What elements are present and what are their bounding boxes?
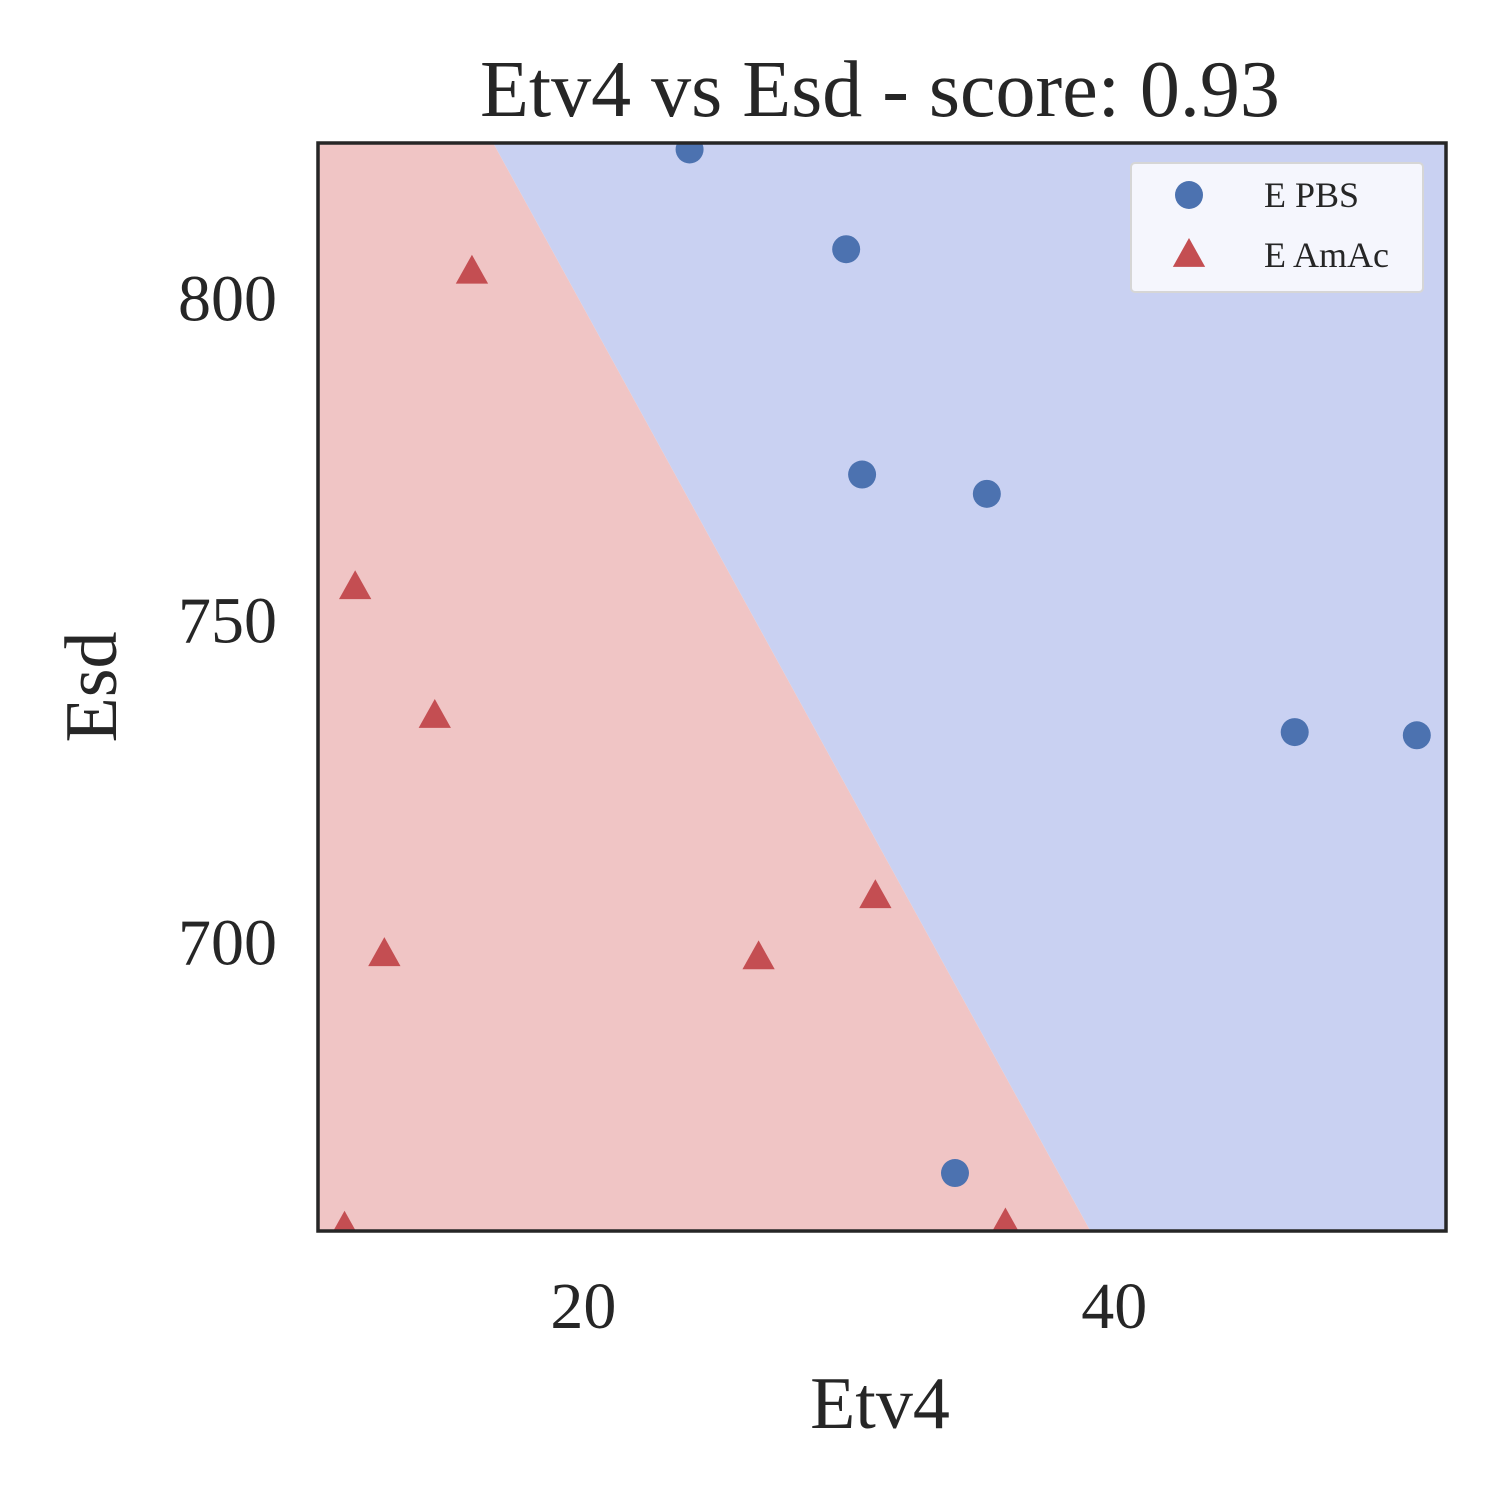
point-e-pbs-4 xyxy=(972,479,1001,508)
y-axis-ticks: 700 750 800 xyxy=(178,263,277,980)
point-e-amac-6 xyxy=(859,879,892,909)
legend-label-e-amac: E AmAc xyxy=(1264,235,1389,275)
scatter-points xyxy=(333,143,1431,1231)
legend-marker-e-amac xyxy=(1172,238,1206,267)
point-e-amac-1 xyxy=(455,254,489,284)
point-e-amac-8 xyxy=(333,1210,356,1231)
x-axis-label: Etv4 xyxy=(810,1363,950,1445)
point-e-pbs-3 xyxy=(848,460,877,489)
point-e-pbs-6 xyxy=(1280,718,1309,747)
legend-label-e-pbs: E PBS xyxy=(1264,175,1359,215)
x-axis-ticks: 20 40 xyxy=(550,1270,1147,1343)
legend: E PBS E AmAc xyxy=(1130,162,1424,293)
point-e-amac-4 xyxy=(368,937,401,967)
x-tick-label-40: 40 xyxy=(1081,1270,1147,1343)
legend-marker-e-pbs xyxy=(1175,181,1203,209)
y-tick-label-750: 750 xyxy=(178,584,277,657)
point-e-amac-2 xyxy=(339,570,372,600)
decision-region-e-pbs xyxy=(493,143,1446,1231)
point-e-amac-3 xyxy=(418,698,451,728)
y-tick-label-700: 700 xyxy=(178,906,277,979)
x-tick-label-20: 20 xyxy=(550,1270,616,1343)
point-e-pbs-2 xyxy=(832,235,861,264)
chart-title: Etv4 vs Esd - score: 0.93 xyxy=(480,46,1280,134)
plot-frame xyxy=(316,141,1448,1233)
point-e-amac-5 xyxy=(742,940,775,970)
plot-area xyxy=(318,143,1446,1231)
y-tick-label-800: 800 xyxy=(178,263,277,336)
point-e-pbs-7 xyxy=(1402,721,1431,750)
y-axis-label: Esd xyxy=(51,632,133,743)
point-e-amac-7 xyxy=(992,1207,1019,1231)
decision-region-e-amac xyxy=(318,143,1091,1231)
point-e-pbs-5 xyxy=(940,1159,969,1188)
point-e-pbs-1 xyxy=(675,143,704,164)
legend-box xyxy=(1130,162,1424,293)
